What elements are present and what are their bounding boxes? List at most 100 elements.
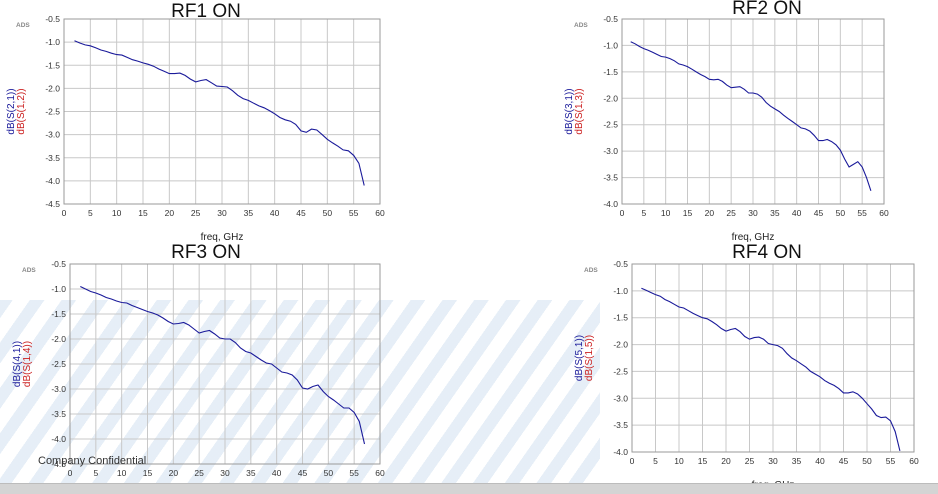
chart-title: RF2 ON [732,0,802,19]
plot-frame [69,263,381,465]
x-tick-label: 15 [683,208,693,218]
y-tick-label: -0.5 [613,259,628,269]
chart-1: 0 5 10 15 20 25 30 35 40 45 50 55 60 -0.5 -1.0 -1.5 -2.0… [6,1,385,243]
y-tick-label: -4.0 [603,199,618,209]
x-tick-label: 45 [296,208,306,218]
x-tick-label: 25 [745,456,755,466]
y-axis-label: dB(S(2,1)) [6,88,17,134]
x-tick-label: 10 [674,456,684,466]
series-line [80,286,366,445]
hatched-background [0,300,600,483]
x-axis-label: freq, GHz [732,232,775,243]
x-tick-label: 0 [620,208,625,218]
y-tick-label: -1.0 [613,286,628,296]
chart-3: 0 5 10 15 20 25 30 35 40 45 50 55 60 -0.5 -1.0 -1.5 -2.0… [12,242,385,478]
y-axis-label: dB(S(1,3)) [574,88,585,134]
chart-title: RF3 ON [171,242,241,263]
x-tick-label: 55 [886,456,896,466]
bottom-scrollbar[interactable] [0,483,938,494]
x-tick-label: 55 [349,208,359,218]
y-tick-label: -4.0 [613,447,628,457]
x-tick-label: 0 [68,468,73,478]
x-tick-label: 15 [698,456,708,466]
y-tick-label: -2.0 [613,340,628,350]
x-tick-label: 45 [814,208,824,218]
y-axis-label: dB(S(1,5)) [584,335,595,381]
y-tick-label: -2.5 [603,120,618,130]
chart-2: 0 5 10 15 20 25 30 35 40 45 50 55 60 -0.5 -1.0 -1.5 -2.0… [564,0,889,243]
x-tick-label: 10 [117,468,127,478]
ads-label: ADS [16,22,30,29]
ads-label: ADS [574,22,588,29]
chart-4: 0 5 10 15 20 25 30 35 40 45 50 55 60 -0.5 -1.0 -1.5 -2.0… [574,242,919,491]
y-tick-label: -1.5 [45,60,60,70]
x-tick-label: 15 [143,468,153,478]
y-axis-label: dB(S(1,4)) [22,341,33,387]
y-axis-label: dB(S(3,1)) [564,88,575,134]
y-tick-label: -4.0 [51,434,66,444]
x-tick-label: 50 [862,456,872,466]
x-tick-label: 40 [792,208,802,218]
x-tick-label: 5 [641,208,646,218]
x-tick-label: 50 [324,468,334,478]
y-tick-label: -4.5 [51,459,66,469]
x-tick-label: 60 [879,208,889,218]
x-tick-label: 55 [857,208,867,218]
y-axis-label: dB(S(4,1)) [12,341,23,387]
x-tick-label: 10 [661,208,671,218]
y-tick-label: -2.5 [613,366,628,376]
y-tick-label: -3.0 [45,130,60,140]
x-tick-label: 60 [375,208,385,218]
series-line [630,41,872,191]
x-tick-label: 35 [792,456,802,466]
x-tick-label: 30 [748,208,758,218]
y-axis-label: dB(S(5,1)) [574,335,585,381]
plot-frame [631,263,915,453]
y-tick-label: -1.0 [51,284,66,294]
ads-label: ADS [584,267,598,274]
y-tick-label: -3.0 [613,393,628,403]
chart-title: RF1 ON [171,1,241,22]
x-tick-label: 0 [630,456,635,466]
ads-label: ADS [22,267,36,274]
y-axis-label: dB(S(1,2)) [16,88,27,134]
y-tick-label: -1.5 [51,309,66,319]
x-tick-label: 5 [88,208,93,218]
y-tick-label: -2.0 [51,334,66,344]
x-tick-label: 25 [194,468,204,478]
x-tick-label: 25 [726,208,736,218]
x-tick-label: 30 [768,456,778,466]
x-tick-label: 40 [815,456,825,466]
y-tick-label: -1.5 [613,313,628,323]
x-axis-label: freq, GHz [201,232,244,243]
series-line [641,287,901,452]
x-tick-label: 35 [244,208,254,218]
chart-title: RF4 ON [732,242,802,263]
x-tick-label: 35 [770,208,780,218]
x-tick-label: 20 [705,208,715,218]
y-tick-label: -3.5 [45,153,60,163]
plot-frame [621,18,885,205]
y-tick-label: -1.5 [603,67,618,77]
x-tick-label: 30 [217,208,227,218]
x-tick-label: 45 [839,456,849,466]
x-tick-label: 20 [169,468,179,478]
y-tick-label: -0.5 [603,14,618,24]
y-tick-label: -2.5 [51,359,66,369]
y-tick-label: -3.0 [51,384,66,394]
series-line [74,40,365,186]
x-tick-label: 25 [191,208,201,218]
x-tick-label: 20 [165,208,175,218]
x-tick-label: 60 [375,468,385,478]
y-tick-label: -3.5 [51,409,66,419]
x-tick-label: 20 [721,456,731,466]
x-tick-label: 40 [272,468,282,478]
y-tick-label: -3.5 [603,173,618,183]
x-tick-label: 0 [62,208,67,218]
y-tick-label: -0.5 [51,259,66,269]
y-tick-label: -2.5 [45,107,60,117]
y-tick-label: -3.0 [603,146,618,156]
y-tick-label: -2.0 [45,83,60,93]
y-tick-label: -4.0 [45,176,60,186]
